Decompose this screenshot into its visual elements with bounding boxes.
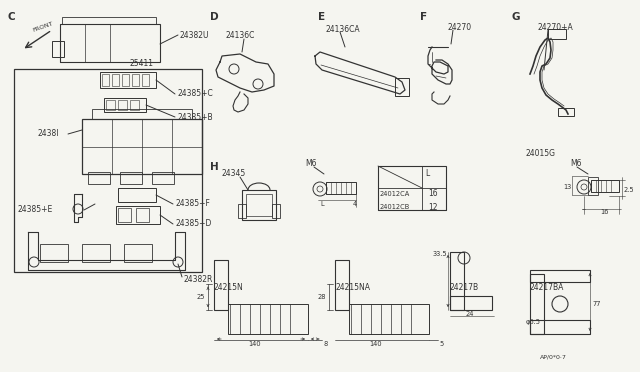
Text: L: L — [320, 201, 324, 207]
Bar — [118, 208, 131, 222]
Bar — [118, 100, 127, 110]
Bar — [52, 41, 64, 57]
Text: 8: 8 — [323, 341, 327, 347]
Bar — [349, 304, 429, 334]
Text: 24215N: 24215N — [214, 282, 244, 292]
Bar — [450, 296, 492, 310]
Text: 24136CA: 24136CA — [325, 25, 360, 33]
Bar — [591, 180, 619, 192]
Bar — [82, 119, 202, 174]
Bar — [106, 100, 115, 110]
Text: 25411: 25411 — [130, 60, 154, 68]
Text: AP/0*0·7: AP/0*0·7 — [540, 355, 567, 359]
Text: C: C — [8, 12, 15, 22]
Bar — [88, 172, 110, 184]
Text: 25: 25 — [196, 294, 205, 300]
Bar — [395, 78, 409, 96]
Bar — [130, 100, 139, 110]
Bar — [120, 172, 142, 184]
Bar — [102, 74, 109, 86]
Bar — [530, 320, 590, 334]
Text: 4: 4 — [353, 201, 357, 207]
Bar — [326, 182, 356, 194]
Text: 24215NA: 24215NA — [335, 282, 370, 292]
Text: 24385+E: 24385+E — [18, 205, 53, 215]
Bar — [228, 304, 308, 334]
Bar — [92, 109, 192, 119]
Bar — [246, 194, 272, 216]
Bar — [118, 188, 156, 202]
Text: M6: M6 — [305, 160, 317, 169]
Text: 140: 140 — [370, 341, 382, 347]
Bar — [530, 274, 544, 334]
Text: 12: 12 — [428, 202, 438, 212]
Bar — [548, 29, 566, 39]
Text: φ6.5: φ6.5 — [526, 319, 541, 325]
Bar — [588, 177, 598, 195]
Text: 24382U: 24382U — [180, 31, 209, 39]
Text: 140: 140 — [249, 341, 261, 347]
Bar — [40, 244, 68, 262]
Bar — [530, 270, 590, 282]
Text: 33.5: 33.5 — [433, 251, 447, 257]
Bar — [378, 166, 446, 210]
Bar — [14, 69, 202, 272]
Text: FRONT: FRONT — [32, 21, 54, 33]
Text: 24217B: 24217B — [450, 282, 479, 292]
Text: 24345: 24345 — [222, 170, 246, 179]
Text: 2438I: 2438I — [38, 129, 60, 138]
Bar — [136, 208, 149, 222]
Text: 16: 16 — [428, 189, 438, 199]
Text: 24012CB: 24012CB — [380, 204, 410, 210]
Text: 28: 28 — [317, 294, 326, 300]
Text: G: G — [512, 12, 520, 22]
Text: 24012CA: 24012CA — [380, 191, 410, 197]
Bar — [238, 204, 246, 218]
Bar — [142, 74, 149, 86]
Text: 24385+C: 24385+C — [177, 90, 212, 99]
Bar — [132, 74, 139, 86]
Text: 24217BA: 24217BA — [530, 282, 564, 292]
Text: E: E — [318, 12, 325, 22]
Bar — [152, 172, 174, 184]
Text: M6: M6 — [570, 160, 582, 169]
Bar — [242, 190, 276, 220]
Text: 24270: 24270 — [448, 22, 472, 32]
Bar — [214, 260, 228, 310]
Bar — [116, 206, 160, 224]
Bar — [104, 98, 146, 112]
Text: 5: 5 — [439, 341, 444, 347]
Text: 24270+A: 24270+A — [538, 22, 573, 32]
Text: 24385+F: 24385+F — [175, 199, 210, 208]
Text: 24015G: 24015G — [526, 150, 556, 158]
Text: D: D — [210, 12, 219, 22]
Text: 24385+B: 24385+B — [177, 112, 212, 122]
Text: 24382R: 24382R — [184, 276, 213, 285]
Text: H: H — [210, 162, 219, 172]
Text: L: L — [425, 169, 429, 177]
Bar — [558, 108, 574, 116]
Text: 2.5: 2.5 — [624, 187, 635, 193]
Text: 13: 13 — [563, 184, 572, 190]
Text: 24136C: 24136C — [225, 32, 254, 41]
Bar — [272, 204, 280, 218]
Bar — [450, 252, 464, 310]
Bar — [112, 74, 119, 86]
Bar — [124, 244, 152, 262]
Text: 24: 24 — [466, 311, 474, 317]
Bar — [100, 72, 156, 88]
Text: 77: 77 — [592, 301, 600, 307]
Text: F: F — [420, 12, 427, 22]
Bar — [62, 17, 156, 24]
Bar — [60, 24, 160, 62]
Text: 16: 16 — [600, 209, 609, 215]
Bar — [82, 244, 110, 262]
Text: 24385+D: 24385+D — [175, 219, 211, 228]
Bar — [122, 74, 129, 86]
Bar — [335, 260, 349, 310]
